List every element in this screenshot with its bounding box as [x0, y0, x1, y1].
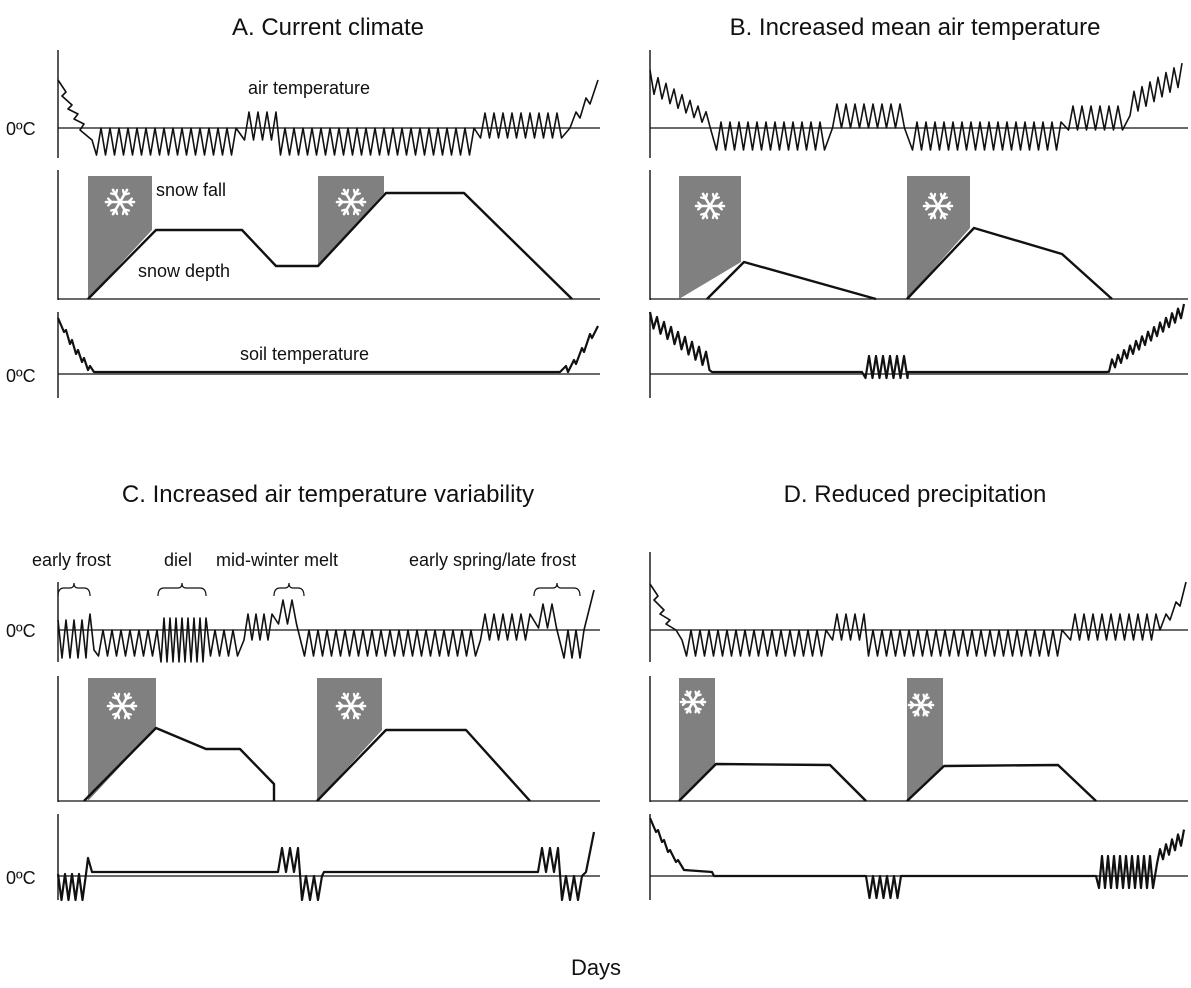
panel-b-snowfall-bar-1: [679, 176, 741, 299]
early-spring-late-frost-label: early spring/late frost: [409, 550, 576, 570]
panel-a-snowfall-bar-2: [318, 176, 384, 266]
panel-b-air-temperature-series: [650, 63, 1182, 150]
panel-c-title: C. Increased air temperature variability: [122, 481, 534, 508]
panel-b-soil-temperature-series: [650, 304, 1184, 378]
zero-label-c-air: 0ºC: [6, 621, 36, 641]
panel-c-snowfall-bar-2: [317, 678, 382, 801]
diel-label: diel: [164, 550, 192, 570]
panel-d-title: D. Reduced precipitation: [784, 481, 1047, 508]
zero-label-a-soil: 0ºC: [6, 366, 36, 386]
panel-b-title: B. Increased mean air temperature: [730, 14, 1101, 41]
panel-a-title: A. Current climate: [232, 14, 424, 41]
panel-b-snow-depth-series-1: [707, 262, 876, 299]
x-axis-label: Days: [571, 955, 621, 980]
panel-c-air-temperature-series: [58, 590, 594, 662]
zero-label-c-soil: 0ºC: [6, 868, 36, 888]
brace-diel: [158, 583, 206, 596]
brace-early-frost: [58, 583, 90, 596]
early-frost-label: early frost: [32, 550, 111, 570]
panel-b-snowfall-bar-2: [907, 176, 970, 299]
snow-fall-label: snow fall: [156, 180, 226, 200]
brace-early-spring-late-frost: [534, 583, 580, 596]
panel-d-soil-temperature-series: [650, 818, 1184, 898]
mid-winter-melt-label: mid-winter melt: [216, 550, 338, 570]
soil-temperature-label: soil temperature: [240, 344, 369, 364]
panel-c-soil-temperature-series: [58, 832, 594, 900]
diagram-geometry: [58, 50, 1188, 900]
snow-depth-label: snow depth: [138, 261, 230, 281]
brace-mid-winter-melt: [274, 583, 304, 596]
zero-label-a-air: 0ºC: [6, 119, 36, 139]
air-temperature-label: air temperature: [248, 78, 370, 98]
panel-d-air-temperature-series: [650, 582, 1186, 656]
